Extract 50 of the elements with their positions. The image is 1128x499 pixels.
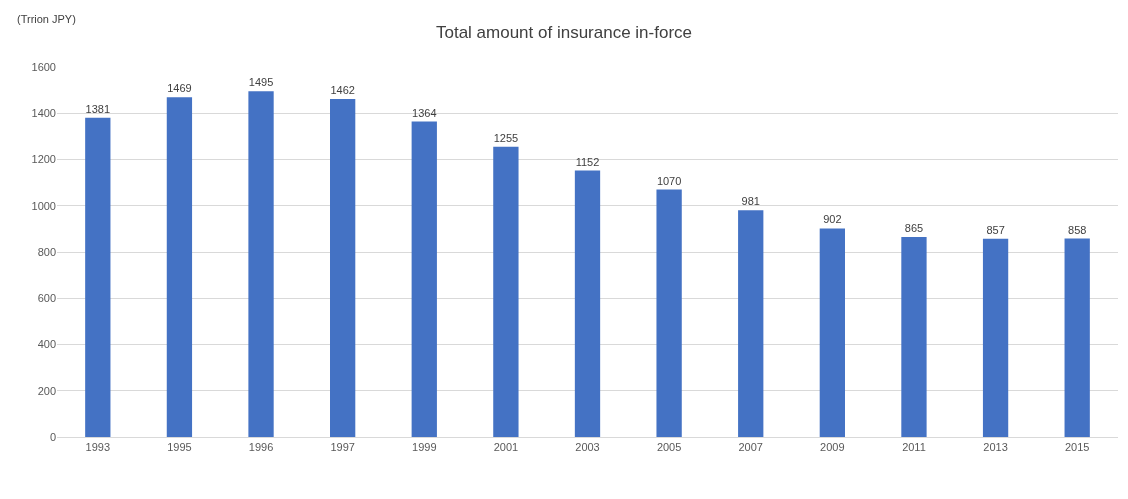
x-tick-label: 2015 bbox=[1064, 441, 1090, 454]
y-tick-label: 1200 bbox=[31, 153, 56, 166]
bar bbox=[574, 170, 601, 437]
y-tick-label: 1000 bbox=[31, 199, 56, 212]
data-label: 1469 bbox=[167, 82, 192, 95]
y-tick-label: 1400 bbox=[31, 107, 56, 120]
bar bbox=[738, 210, 764, 437]
y-tick-label: 800 bbox=[37, 245, 56, 258]
bar bbox=[1064, 238, 1090, 437]
data-label: 1462 bbox=[330, 83, 355, 96]
x-tick-label: 2011 bbox=[902, 441, 926, 454]
data-label: 857 bbox=[986, 223, 1005, 236]
bar bbox=[493, 146, 519, 437]
bar bbox=[819, 228, 845, 437]
y-tick-label: 0 bbox=[49, 430, 56, 443]
x-tick-label: 1995 bbox=[167, 441, 192, 454]
bar bbox=[85, 117, 111, 437]
data-label: 1152 bbox=[575, 155, 600, 168]
bar bbox=[248, 91, 274, 437]
bar bbox=[330, 98, 356, 437]
x-tick-label: 1997 bbox=[330, 441, 355, 454]
x-tick-label: 2013 bbox=[983, 441, 1008, 454]
x-tick-label: 2003 bbox=[575, 441, 600, 454]
data-label: 858 bbox=[1068, 223, 1087, 236]
bar bbox=[166, 97, 193, 437]
x-tick-label: 1999 bbox=[412, 441, 437, 454]
x-tick-label: 2007 bbox=[738, 441, 763, 454]
data-label: 1381 bbox=[85, 102, 111, 115]
x-tick-label: 2009 bbox=[820, 441, 845, 454]
bar bbox=[656, 189, 682, 437]
y-tick-label: 200 bbox=[37, 384, 56, 397]
data-label: 902 bbox=[823, 213, 842, 226]
data-label: 1255 bbox=[493, 131, 519, 144]
y-tick-label: 400 bbox=[37, 338, 56, 351]
x-tick-label: 2005 bbox=[656, 441, 682, 454]
x-tick-label: 1996 bbox=[248, 441, 274, 454]
data-label: 1364 bbox=[412, 106, 437, 119]
data-label: 1495 bbox=[248, 76, 274, 89]
data-label: 1070 bbox=[656, 174, 682, 187]
y-tick-label: 600 bbox=[37, 292, 56, 305]
y-axis-title: (Trrion JPY) bbox=[17, 13, 76, 25]
bar bbox=[901, 236, 927, 437]
chart-title: Total amount of insurance in-force bbox=[435, 23, 693, 43]
bar bbox=[411, 121, 437, 437]
x-tick-label: 2001 bbox=[493, 441, 519, 454]
data-label: 981 bbox=[741, 195, 760, 208]
data-label: 865 bbox=[904, 221, 924, 234]
y-tick-label: 1600 bbox=[31, 60, 56, 73]
x-tick-label: 1993 bbox=[85, 441, 111, 454]
bar bbox=[982, 238, 1009, 437]
